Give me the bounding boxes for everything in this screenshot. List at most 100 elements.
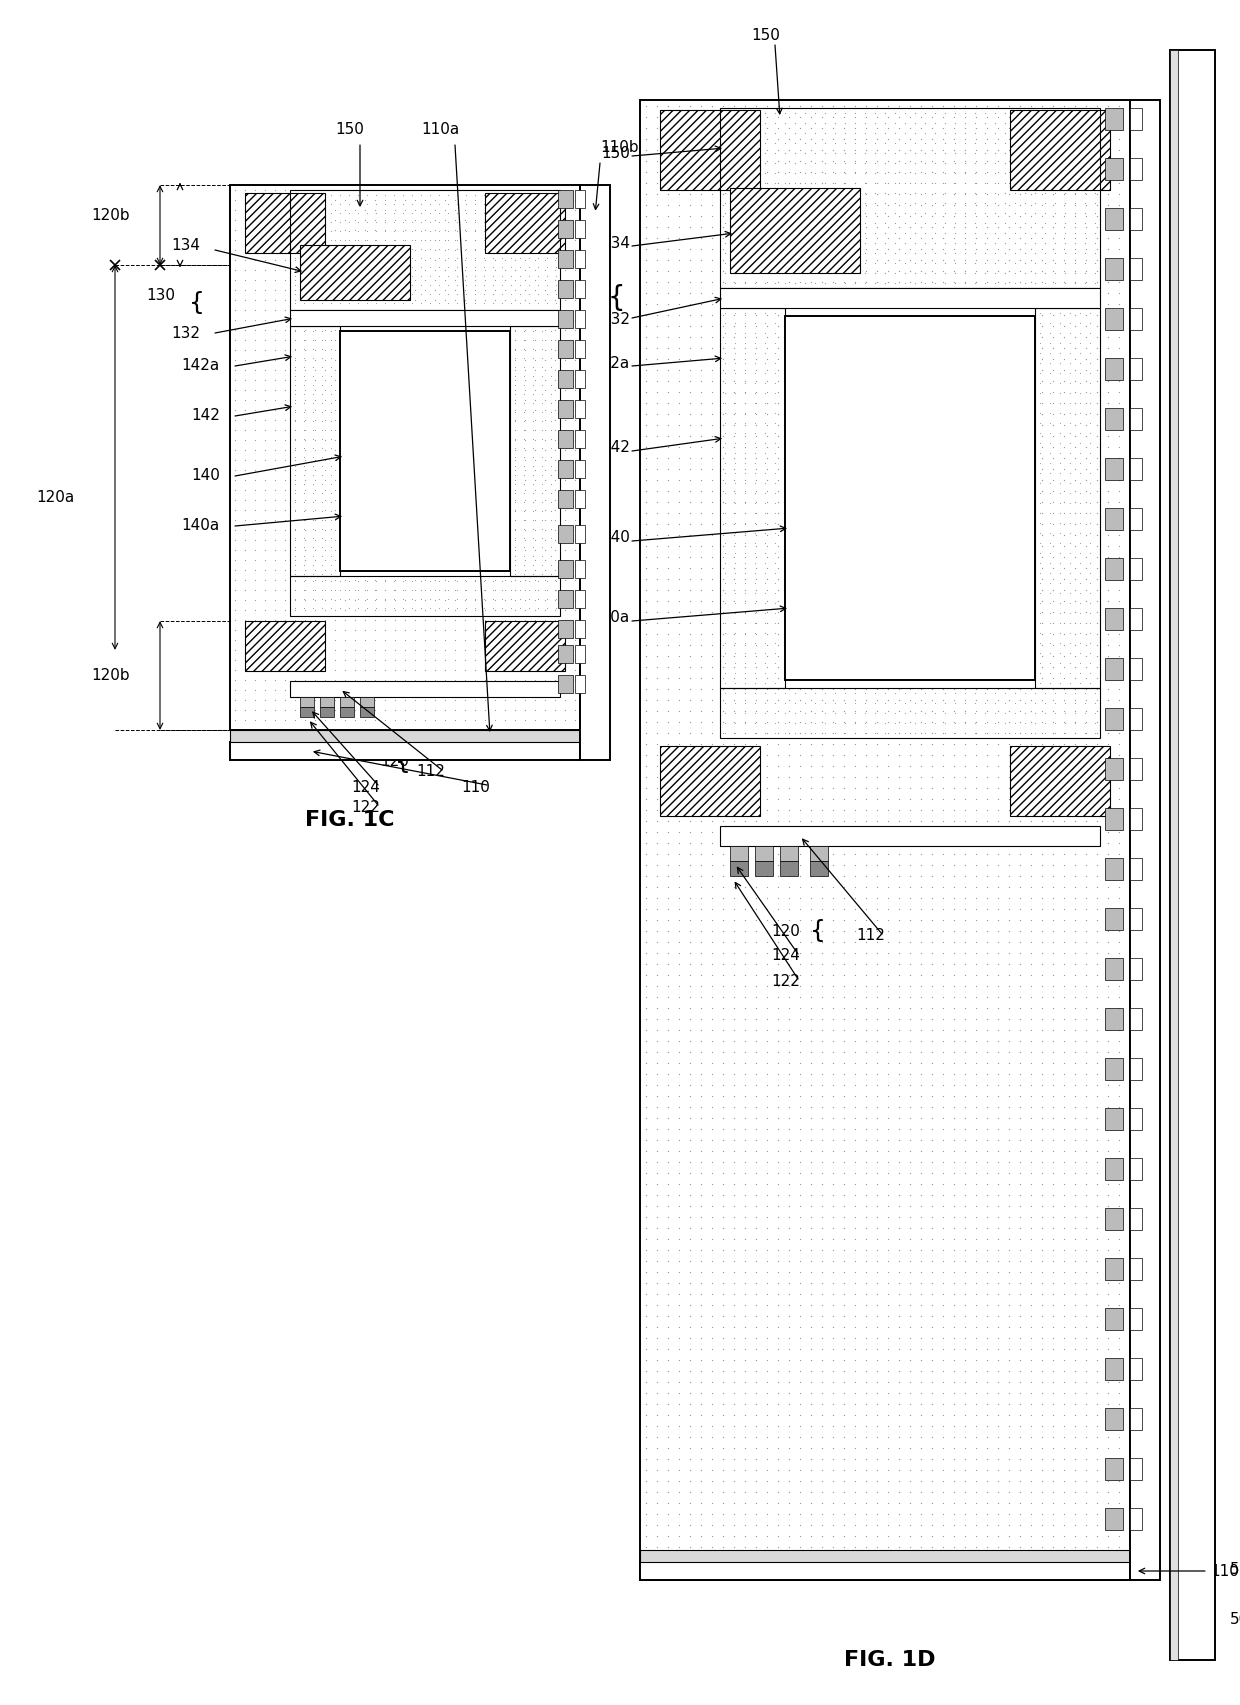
- Point: [779, 542, 799, 569]
- Point: [1043, 653, 1063, 680]
- Point: [856, 873, 875, 900]
- Point: [899, 928, 919, 955]
- Point: [255, 527, 275, 554]
- Point: [921, 1137, 941, 1165]
- Point: [1065, 239, 1085, 266]
- Point: [795, 159, 815, 186]
- Point: [1021, 290, 1040, 317]
- Point: [734, 851, 754, 878]
- Point: [811, 510, 831, 537]
- Point: [636, 1511, 656, 1538]
- Point: [668, 1125, 688, 1153]
- Point: [402, 585, 422, 612]
- Point: [966, 290, 986, 317]
- Point: [315, 436, 335, 464]
- Point: [702, 520, 722, 547]
- Point: [668, 730, 688, 757]
- Point: [1109, 1424, 1128, 1451]
- Point: [1080, 409, 1100, 436]
- Point: [1043, 280, 1063, 307]
- Point: [735, 459, 755, 486]
- Point: [889, 576, 909, 604]
- Point: [236, 486, 255, 513]
- Point: [646, 477, 666, 505]
- Point: [801, 1412, 821, 1439]
- Point: [899, 1071, 919, 1098]
- Point: [1075, 1016, 1095, 1043]
- Point: [546, 263, 565, 290]
- Point: [556, 517, 575, 544]
- Point: [955, 1049, 975, 1076]
- Point: [425, 367, 445, 394]
- Point: [944, 752, 963, 779]
- Point: [668, 322, 688, 350]
- Point: [646, 742, 666, 769]
- Point: [246, 186, 265, 213]
- Point: [556, 356, 575, 384]
- Point: [755, 600, 775, 627]
- Point: [1109, 401, 1128, 428]
- Point: [745, 1137, 765, 1165]
- Point: [944, 784, 963, 812]
- Point: [1032, 334, 1052, 361]
- Point: [491, 199, 511, 227]
- Point: [335, 256, 355, 283]
- Point: [745, 861, 765, 888]
- Point: [657, 873, 677, 900]
- Point: [910, 1071, 930, 1098]
- Point: [522, 433, 542, 460]
- Point: [513, 425, 533, 452]
- Point: [921, 1170, 941, 1197]
- Point: [668, 861, 688, 888]
- Point: [691, 114, 711, 142]
- Point: [355, 677, 374, 704]
- Point: [1086, 1367, 1106, 1395]
- Point: [756, 1313, 776, 1340]
- Point: [1054, 322, 1074, 350]
- Point: [646, 1335, 666, 1362]
- Point: [801, 1182, 821, 1209]
- Point: [445, 677, 465, 704]
- Point: [1054, 1026, 1074, 1054]
- Text: {: {: [396, 750, 410, 774]
- Point: [779, 796, 799, 824]
- Bar: [320, 697, 334, 708]
- Point: [275, 447, 295, 474]
- Point: [899, 752, 919, 779]
- Point: [345, 387, 365, 414]
- Point: [255, 667, 275, 694]
- Point: [365, 597, 384, 624]
- Point: [768, 322, 787, 350]
- Point: [713, 1170, 733, 1197]
- Point: [366, 280, 386, 307]
- Point: [1075, 199, 1095, 227]
- Point: [680, 1016, 699, 1043]
- Point: [475, 617, 495, 644]
- Point: [1054, 1444, 1074, 1471]
- Point: [790, 752, 810, 779]
- Point: [944, 1478, 963, 1506]
- Point: [1045, 179, 1065, 206]
- Point: [735, 249, 755, 276]
- Point: [702, 1159, 722, 1187]
- Point: [768, 1004, 787, 1032]
- Point: [925, 239, 945, 266]
- Point: [1006, 720, 1025, 747]
- Point: [889, 631, 909, 658]
- Point: [765, 339, 785, 367]
- Point: [932, 576, 952, 604]
- Point: [275, 476, 295, 503]
- Point: [801, 1026, 821, 1054]
- Point: [1054, 1500, 1074, 1528]
- Point: [1086, 1182, 1106, 1209]
- Point: [475, 307, 495, 334]
- Point: [1009, 1367, 1029, 1395]
- Point: [1043, 367, 1063, 394]
- Point: [756, 280, 776, 307]
- Point: [1054, 1488, 1074, 1516]
- Point: [1075, 641, 1095, 668]
- Point: [505, 537, 525, 564]
- Point: [987, 962, 1007, 989]
- Point: [1075, 873, 1095, 900]
- Point: [465, 276, 485, 303]
